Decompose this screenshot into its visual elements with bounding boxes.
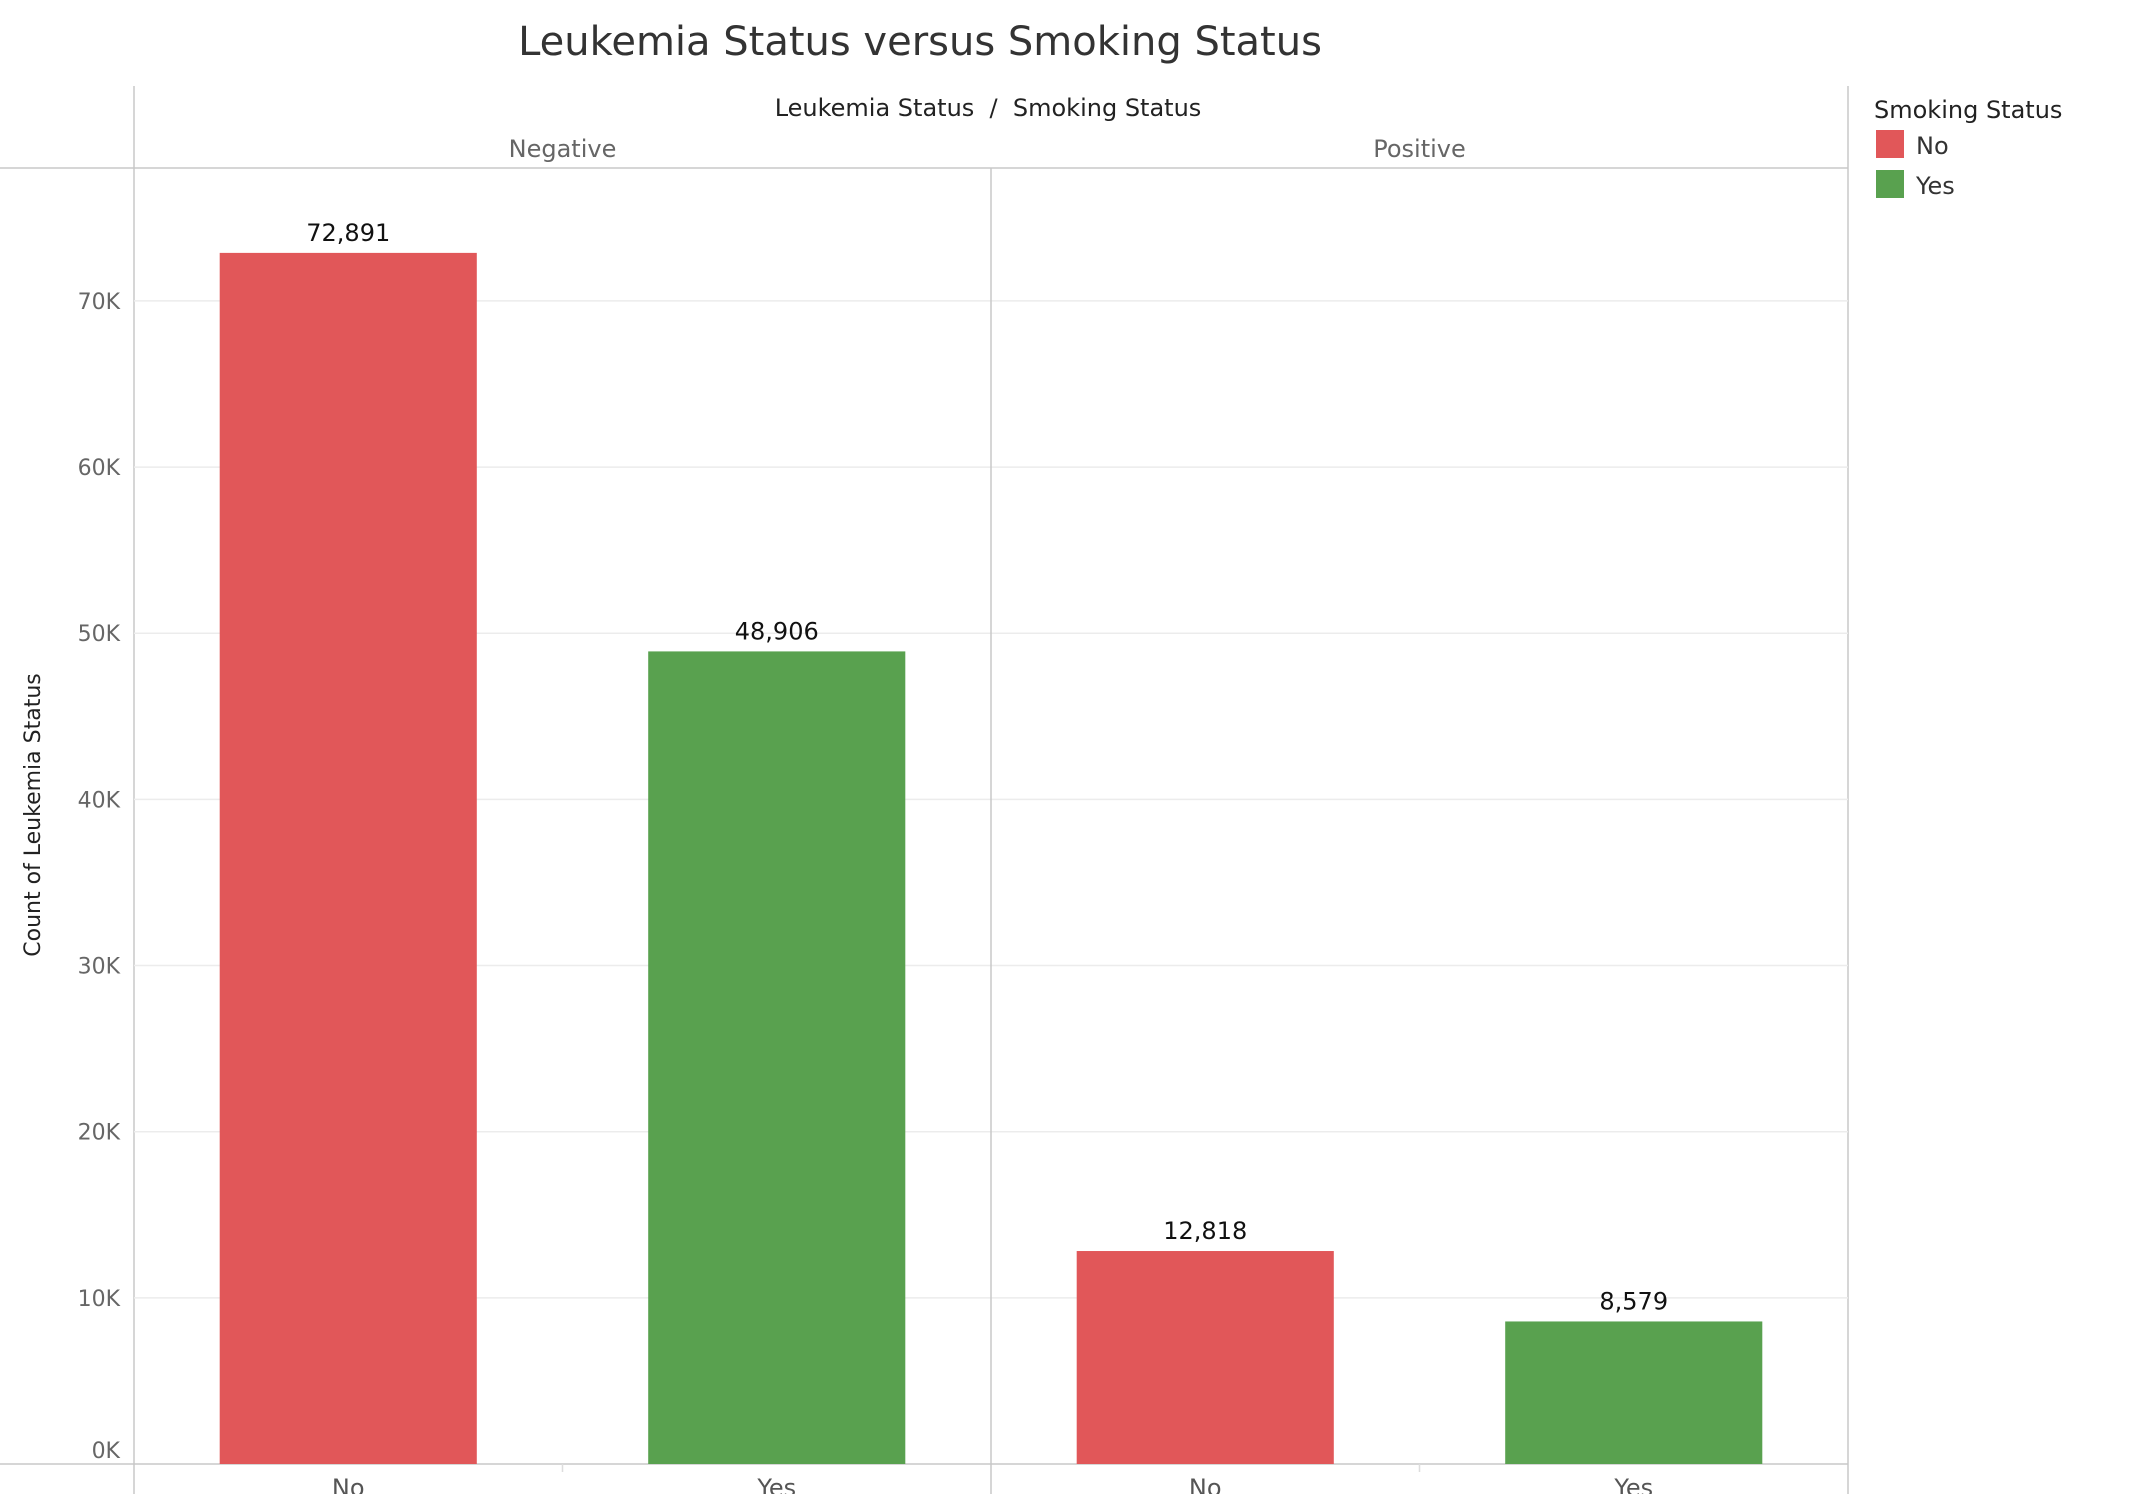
legend-swatch <box>1876 170 1904 198</box>
category-label: No <box>1189 1474 1222 1494</box>
y-axis-ticks: 0K 10K 20K 30K 40K 50K 60K 70K <box>78 290 121 1464</box>
column-header-title: Leukemia Status / Smoking Status <box>775 94 1202 122</box>
bar-positive-yes <box>1505 1321 1763 1464</box>
bar-negative-no <box>219 252 477 1465</box>
legend-label: No <box>1916 132 1949 160</box>
y-tick-label: 60K <box>78 456 121 481</box>
y-tick-label: 20K <box>78 1121 121 1146</box>
legend-label: Yes <box>1915 172 1955 200</box>
data-label: 72,891 <box>306 219 390 247</box>
y-axis-label: Count of Leukemia Status <box>21 673 46 957</box>
category-label: Yes <box>1613 1474 1653 1494</box>
y-tick-label: 50K <box>78 622 121 647</box>
legend-item-no: No <box>1876 130 1949 160</box>
bar-positive-no <box>1076 1251 1334 1464</box>
data-label: 48,906 <box>735 617 819 645</box>
y-tick-label: 0K <box>92 1439 121 1464</box>
legend: Smoking Status No Yes <box>1874 96 2062 200</box>
category-label: No <box>332 1474 365 1494</box>
legend-swatch <box>1876 130 1904 158</box>
y-tick-label: 10K <box>78 1287 121 1312</box>
data-label: 8,579 <box>1599 1287 1668 1315</box>
panel-positive: Positive 12,818 No 8,579 Yes <box>990 135 1763 1494</box>
legend-title: Smoking Status <box>1874 96 2062 124</box>
panel-negative: Negative 72,891 No 48,906 Yes <box>219 135 906 1494</box>
panels: Negative 72,891 No 48,906 Yes Positive 12,818 N… <box>219 135 1763 1494</box>
y-tick-label: 40K <box>78 788 121 813</box>
legend-items: No Yes <box>1876 130 1955 200</box>
chart-title: Leukemia Status versus Smoking Status <box>518 19 1322 65</box>
y-tick-label: 70K <box>78 290 121 315</box>
data-label: 12,818 <box>1163 1217 1247 1245</box>
category-label: Yes <box>756 1474 796 1494</box>
legend-item-yes: Yes <box>1876 170 1955 200</box>
bar-negative-yes <box>648 651 906 1464</box>
panel-label: Positive <box>1373 135 1466 163</box>
y-tick-label: 30K <box>78 955 121 980</box>
panel-label: Negative <box>509 135 617 163</box>
